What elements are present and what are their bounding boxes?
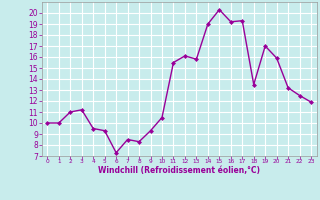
X-axis label: Windchill (Refroidissement éolien,°C): Windchill (Refroidissement éolien,°C) xyxy=(98,166,260,175)
